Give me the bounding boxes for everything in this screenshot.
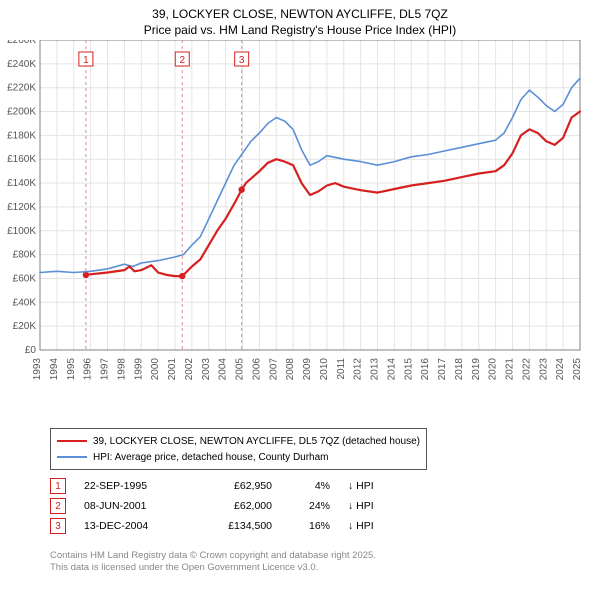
svg-text:2002: 2002 [184,358,195,381]
transaction-marker-number: 3 [50,518,66,534]
svg-text:2014: 2014 [386,358,397,381]
svg-text:£140K: £140K [7,178,36,189]
svg-text:£120K: £120K [7,202,36,213]
legend-swatch [57,456,87,458]
transaction-pct: 24% [290,500,330,512]
svg-text:2022: 2022 [521,358,532,381]
legend-item: 39, LOCKYER CLOSE, NEWTON AYCLIFFE, DL5 … [57,433,420,449]
attribution-footer: Contains HM Land Registry data © Crown c… [50,550,376,575]
svg-text:2023: 2023 [538,358,549,381]
svg-text:2005: 2005 [235,358,246,381]
transaction-marker-number: 1 [50,478,66,494]
svg-text:£160K: £160K [7,154,36,165]
transaction-pct: 4% [290,480,330,492]
svg-text:2025: 2025 [572,358,583,381]
svg-text:£200K: £200K [7,107,36,118]
transaction-hpi-indicator: ↓ HPI [348,520,388,532]
svg-text:2007: 2007 [268,358,279,381]
svg-text:£20K: £20K [13,321,37,332]
svg-text:2011: 2011 [336,358,347,380]
svg-text:£220K: £220K [7,83,36,94]
svg-text:2009: 2009 [302,358,313,381]
chart-svg: £0 £20K £40K £60K £80K £100K £120K £140K £160K £1… [0,40,600,420]
transaction-price: £62,950 [202,480,272,492]
title-line1: 39, LOCKYER CLOSE, NEWTON AYCLIFFE, DL5 … [0,6,600,22]
transaction-price: £134,500 [202,520,272,532]
title-line2: Price paid vs. HM Land Registry's House … [0,22,600,38]
legend-item: HPI: Average price, detached house, Coun… [57,449,420,465]
svg-text:£60K: £60K [13,273,37,284]
svg-text:2016: 2016 [420,358,431,381]
svg-text:2017: 2017 [437,358,448,381]
svg-text:1999: 1999 [133,358,144,381]
svg-text:2010: 2010 [319,358,330,381]
transaction-row: 3 13-DEC-2004 £134,500 16% ↓ HPI [50,516,388,536]
svg-text:2019: 2019 [471,358,482,381]
transaction-pct: 16% [290,520,330,532]
svg-text:2003: 2003 [201,358,212,381]
svg-text:1996: 1996 [83,358,94,381]
svg-text:2013: 2013 [370,358,381,381]
legend-label: HPI: Average price, detached house, Coun… [93,452,329,463]
svg-text:£240K: £240K [7,59,36,70]
chart-area: £0 £20K £40K £60K £80K £100K £120K £140K £160K £1… [0,40,600,425]
svg-text:1998: 1998 [116,358,127,381]
svg-text:2021: 2021 [505,358,516,381]
svg-text:3: 3 [239,55,245,66]
svg-text:1993: 1993 [32,358,43,381]
chart-container: { "title": { "line1": "39, LOCKYER CLOSE… [0,0,600,590]
svg-text:2020: 2020 [488,358,499,381]
svg-text:1997: 1997 [100,358,111,381]
svg-text:2006: 2006 [251,358,262,381]
svg-text:£0: £0 [25,345,37,356]
svg-text:1995: 1995 [66,358,77,381]
svg-text:2: 2 [179,55,185,66]
footer-line2: This data is licensed under the Open Gov… [50,562,376,574]
svg-text:2000: 2000 [150,358,161,381]
svg-text:2024: 2024 [555,358,566,381]
transaction-hpi-indicator: ↓ HPI [348,480,388,492]
svg-text:2018: 2018 [454,358,465,381]
transaction-price: £62,000 [202,500,272,512]
transaction-marker-number: 2 [50,498,66,514]
transaction-date: 22-SEP-1995 [84,480,184,492]
svg-text:1: 1 [83,55,89,66]
svg-text:2004: 2004 [218,358,229,381]
svg-text:£80K: £80K [13,250,37,261]
svg-text:1994: 1994 [49,358,60,381]
legend: 39, LOCKYER CLOSE, NEWTON AYCLIFFE, DL5 … [50,428,427,470]
svg-text:2001: 2001 [167,358,178,381]
svg-text:2015: 2015 [403,358,414,381]
svg-text:2012: 2012 [353,358,364,381]
svg-text:£100K: £100K [7,226,36,237]
footer-line1: Contains HM Land Registry data © Crown c… [50,550,376,562]
transaction-row: 1 22-SEP-1995 £62,950 4% ↓ HPI [50,476,388,496]
chart-title: 39, LOCKYER CLOSE, NEWTON AYCLIFFE, DL5 … [0,0,600,38]
legend-label: 39, LOCKYER CLOSE, NEWTON AYCLIFFE, DL5 … [93,436,420,447]
transactions-table: 1 22-SEP-1995 £62,950 4% ↓ HPI 2 08-JUN-2001 £6… [50,476,388,536]
transaction-date: 13-DEC-2004 [84,520,184,532]
transaction-date: 08-JUN-2001 [84,500,184,512]
svg-text:2008: 2008 [285,358,296,381]
svg-text:£180K: £180K [7,130,36,141]
svg-text:£40K: £40K [13,297,37,308]
legend-swatch [57,440,87,442]
svg-text:£260K: £260K [7,40,36,46]
transaction-row: 2 08-JUN-2001 £62,000 24% ↓ HPI [50,496,388,516]
transaction-hpi-indicator: ↓ HPI [348,500,388,512]
